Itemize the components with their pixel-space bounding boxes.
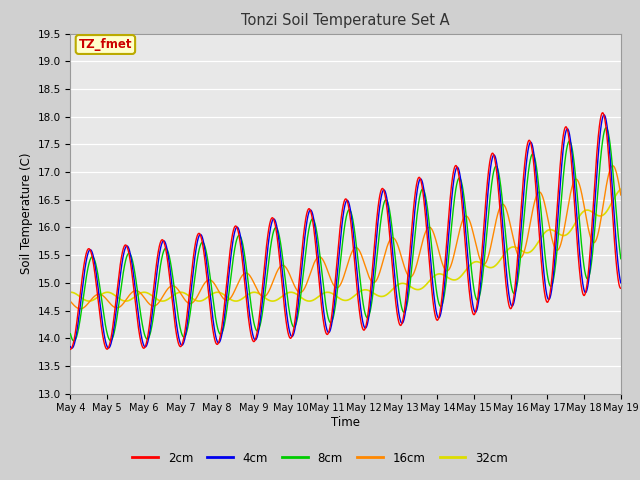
Legend: 2cm, 4cm, 8cm, 16cm, 32cm: 2cm, 4cm, 8cm, 16cm, 32cm xyxy=(127,447,513,469)
Title: Tonzi Soil Temperature Set A: Tonzi Soil Temperature Set A xyxy=(241,13,450,28)
X-axis label: Time: Time xyxy=(331,416,360,429)
Y-axis label: Soil Temperature (C): Soil Temperature (C) xyxy=(20,153,33,275)
Text: TZ_fmet: TZ_fmet xyxy=(79,38,132,51)
